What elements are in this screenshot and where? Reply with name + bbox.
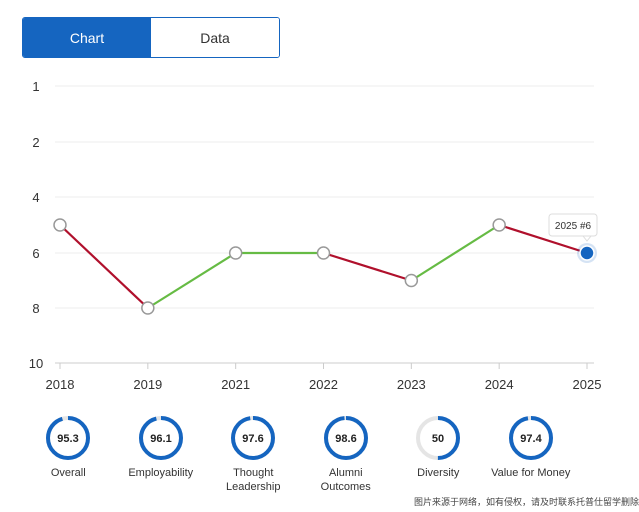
metric-value: 96.1 bbox=[150, 433, 171, 445]
ring-fill bbox=[508, 416, 553, 460]
x-tick-label: 2023 bbox=[397, 377, 426, 392]
series-segment bbox=[498, 223, 588, 255]
series-segment bbox=[323, 251, 412, 282]
y-tick-label: 10 bbox=[29, 356, 43, 371]
score-ring: 96.1 bbox=[138, 416, 183, 460]
metric-label: Diversity bbox=[417, 467, 460, 479]
metric-value: 95.3 bbox=[58, 433, 79, 445]
series-segment bbox=[147, 252, 237, 309]
tab-chart[interactable]: Chart bbox=[23, 18, 151, 57]
score-ring: 95.3 bbox=[46, 416, 91, 460]
x-tick-label: 2019 bbox=[133, 377, 162, 392]
data-point-highlighted bbox=[579, 245, 595, 261]
ring-fill bbox=[138, 416, 183, 460]
metric-alumni-outcomes: 98.6 Alumni Outcomes bbox=[300, 414, 393, 494]
series-segment bbox=[410, 224, 500, 282]
metric-overall: 95.3 Overall bbox=[22, 414, 115, 494]
metric-employability: 96.1 Employability bbox=[115, 414, 208, 494]
score-ring: 97.6 bbox=[231, 416, 276, 460]
y-tick-label: 1 bbox=[32, 79, 39, 94]
series-segment bbox=[59, 224, 149, 309]
metric-thought-leadership: 97.6 Thought Leadership bbox=[207, 414, 300, 494]
ring-fill bbox=[323, 416, 368, 460]
ring-fill bbox=[416, 416, 461, 460]
x-tick-label: 2025 bbox=[573, 377, 602, 392]
data-point bbox=[141, 301, 155, 315]
score-ring: 98.6 bbox=[323, 416, 368, 460]
data-point bbox=[53, 218, 67, 232]
metric-value: 98.6 bbox=[335, 433, 356, 445]
tooltip-box bbox=[548, 213, 598, 237]
watermark-note: 图片来源于网络，如有侵权，请及时联系托普仕留学删除 bbox=[413, 497, 639, 507]
metric-diversity: 50 Diversity bbox=[392, 414, 485, 494]
metric-value: 50 bbox=[432, 433, 444, 445]
y-tick-label: 2 bbox=[32, 135, 39, 150]
x-tick-label: 2024 bbox=[485, 377, 514, 392]
metric-value-for-money: 97.4 Value for Money bbox=[485, 414, 578, 494]
tab-data[interactable]: Data bbox=[151, 18, 279, 57]
y-tick-label: 6 bbox=[32, 246, 39, 261]
x-tick-label: 2018 bbox=[46, 377, 75, 392]
ring-fill bbox=[231, 416, 276, 460]
data-point bbox=[316, 246, 331, 260]
y-tick-label: 8 bbox=[32, 301, 39, 316]
metric-label: Alumni Outcomes bbox=[320, 467, 371, 493]
score-ring: 50 bbox=[416, 416, 461, 460]
metric-value: 97.6 bbox=[243, 433, 264, 445]
metric-value: 97.4 bbox=[520, 433, 542, 445]
tooltip-arrow bbox=[581, 235, 593, 242]
metric-label: Employability bbox=[128, 467, 194, 479]
metric-label: Overall bbox=[50, 467, 86, 479]
data-point bbox=[228, 246, 243, 260]
ring-fill bbox=[46, 416, 91, 460]
metric-list: 95.3 Overall 96.1 Employability 97.6 Tho… bbox=[22, 414, 577, 494]
x-tick-label: 2021 bbox=[221, 377, 250, 392]
tooltip-label: 2025 #6 bbox=[555, 221, 592, 232]
data-point bbox=[404, 273, 419, 288]
view-toggle: Chart Data bbox=[22, 17, 280, 58]
metric-label: Value for Money bbox=[491, 467, 571, 479]
score-ring: 97.4 bbox=[508, 416, 553, 460]
x-tick-label: 2022 bbox=[309, 377, 338, 392]
data-point bbox=[492, 218, 506, 232]
y-tick-label: 4 bbox=[32, 190, 39, 205]
metric-label: Thought Leadership bbox=[226, 467, 281, 493]
